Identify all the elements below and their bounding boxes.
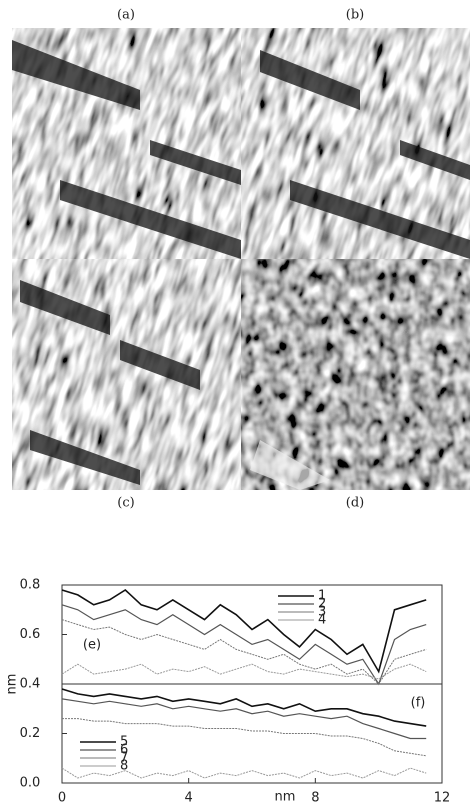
y-tick-label: 0.4 — [20, 677, 41, 692]
y-tick-label: 0.8 — [20, 578, 41, 593]
data-line — [62, 719, 426, 756]
legend-label: 4 — [318, 613, 326, 628]
data-line — [62, 699, 426, 739]
panel-label: (c) — [117, 496, 134, 511]
stm-image-d — [241, 259, 470, 490]
data-line — [62, 689, 426, 726]
legend-label: 8 — [120, 759, 128, 774]
x-tick-label: 12 — [434, 791, 451, 806]
panel-label: (d) — [346, 496, 364, 511]
panel-annotation: (f) — [411, 696, 426, 711]
y-tick-label: 0.0 — [20, 776, 41, 791]
x-tick-label: 0 — [58, 791, 66, 806]
y-tick-label: 0.2 — [20, 726, 41, 741]
panel-annotation: (e) — [83, 638, 101, 653]
data-line — [62, 664, 426, 679]
data-line — [62, 605, 426, 684]
panel-label: (b) — [346, 8, 364, 23]
figure: (a) (b) (c) (d) 0.0 0.2 0.4 0.6 0.8 0 4 8 12 nm nm… — [0, 0, 473, 808]
panel-label: (a) — [117, 8, 135, 23]
y-tick-label: 0.6 — [20, 627, 41, 642]
x-tick-label: 8 — [311, 791, 319, 806]
x-axis-label: nm — [275, 790, 296, 805]
y-axis-label: nm — [5, 674, 20, 695]
x-tick-label: 4 — [185, 791, 193, 806]
data-line — [62, 768, 426, 778]
data-line — [62, 620, 426, 684]
